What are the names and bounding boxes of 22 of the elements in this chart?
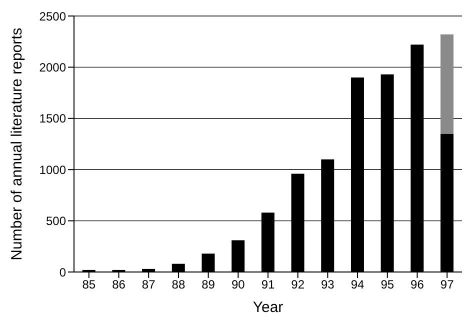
x-tick-label: 95 [380,278,394,292]
x-tick-label: 97 [440,278,454,292]
x-tick-label: 85 [82,278,96,292]
x-tick-label: 88 [172,278,186,292]
x-tick-label: 89 [202,278,216,292]
x-tick-label: 96 [410,278,424,292]
x-tick-label: 91 [261,278,275,292]
bar [440,34,454,134]
y-axis-title: Number of annual literature reports [8,28,26,260]
y-tick-label: 2000 [39,60,66,74]
x-tick-label: 94 [350,278,365,292]
x-axis-title: Year [252,299,284,316]
x-tick-label: 92 [291,278,305,292]
y-tick-label: 1500 [39,112,66,126]
x-tick-label: 93 [321,278,335,292]
x-tick-label: 86 [112,278,126,292]
y-tick-label: 2500 [39,9,66,24]
x-tick-label: 90 [231,278,246,292]
x-tick-label: 87 [142,278,156,292]
y-tick-label: 1000 [39,162,66,177]
y-tick-label: 0 [59,265,66,280]
y-tick-label: 500 [46,214,66,228]
